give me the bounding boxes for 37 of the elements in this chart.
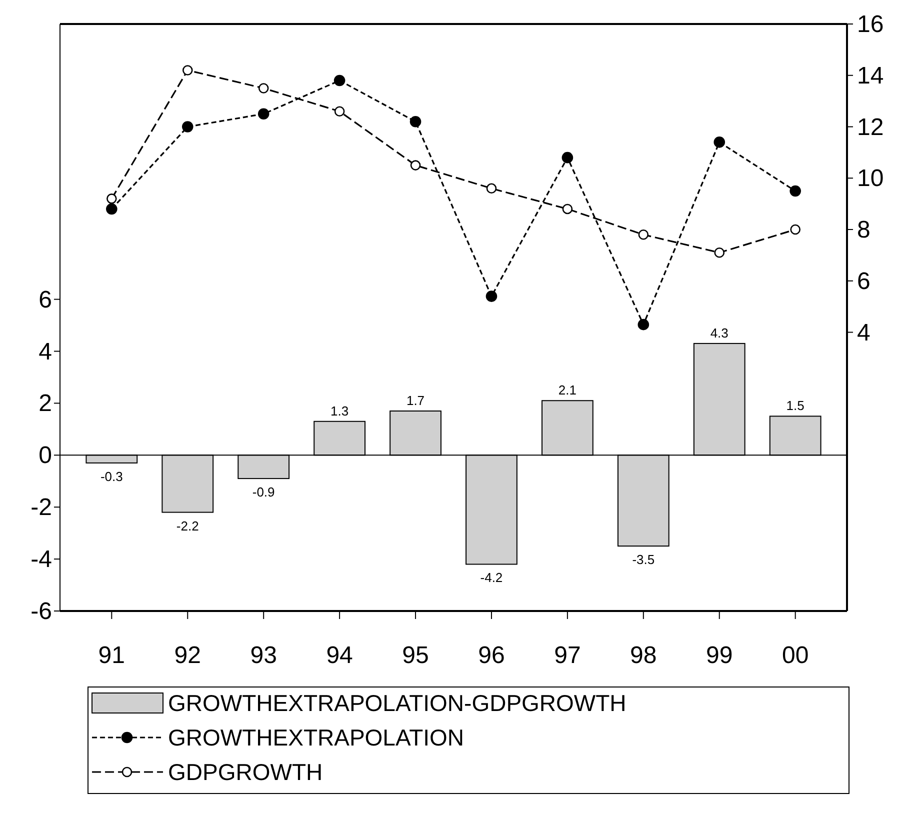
x-tick-label: 98 xyxy=(630,642,657,669)
x-tick-label: 91 xyxy=(98,642,126,669)
y-tick-label: 0 xyxy=(38,442,52,470)
legend-label: GROWTHEXTRAPOLATION xyxy=(168,724,464,750)
data-label: 1.7 xyxy=(406,393,425,408)
data-label: -2.2 xyxy=(176,518,199,534)
y2-tick-label: 8 xyxy=(857,216,870,244)
data-label: 1.5 xyxy=(786,398,804,414)
y-tick-label: 4 xyxy=(38,338,52,366)
y2-tick-label: 10 xyxy=(857,165,884,192)
y2-tick-label: 6 xyxy=(857,268,870,295)
legend-label: GROWTHEXTRAPOLATION-GDPGROWTH xyxy=(168,690,626,716)
x-tick-label: 97 xyxy=(554,642,581,669)
y2-tick-label: 4 xyxy=(857,319,870,346)
x-tick-label: 94 xyxy=(326,642,353,669)
data-label: -0.9 xyxy=(252,484,275,500)
y-tick-label: -2 xyxy=(30,494,52,522)
x-tick-label: 93 xyxy=(250,642,277,669)
y-tick-label: 2 xyxy=(38,390,52,418)
x-tick-label: 99 xyxy=(706,642,733,669)
x-tick-label: 92 xyxy=(174,642,201,669)
y-tick-label: -4 xyxy=(30,546,52,574)
y-tick-label: 6 xyxy=(38,286,52,314)
data-label: 2.1 xyxy=(558,382,576,398)
x-tick-label: 00 xyxy=(782,642,809,669)
data-label: 1.3 xyxy=(330,403,349,418)
y2-tick-label: 14 xyxy=(857,62,884,90)
legend-label: GDPGROWTH xyxy=(168,759,323,785)
data-label: -0.3 xyxy=(100,468,123,484)
data-label: -3.5 xyxy=(632,552,655,568)
y-tick-label: -6 xyxy=(30,598,52,625)
y2-tick-label: 12 xyxy=(857,114,884,141)
x-tick-label: 95 xyxy=(402,642,429,669)
data-label: -4.2 xyxy=(480,570,503,586)
x-tick-label: 96 xyxy=(478,642,505,669)
data-label: 4.3 xyxy=(710,325,728,340)
y2-tick-label: 16 xyxy=(857,11,884,38)
